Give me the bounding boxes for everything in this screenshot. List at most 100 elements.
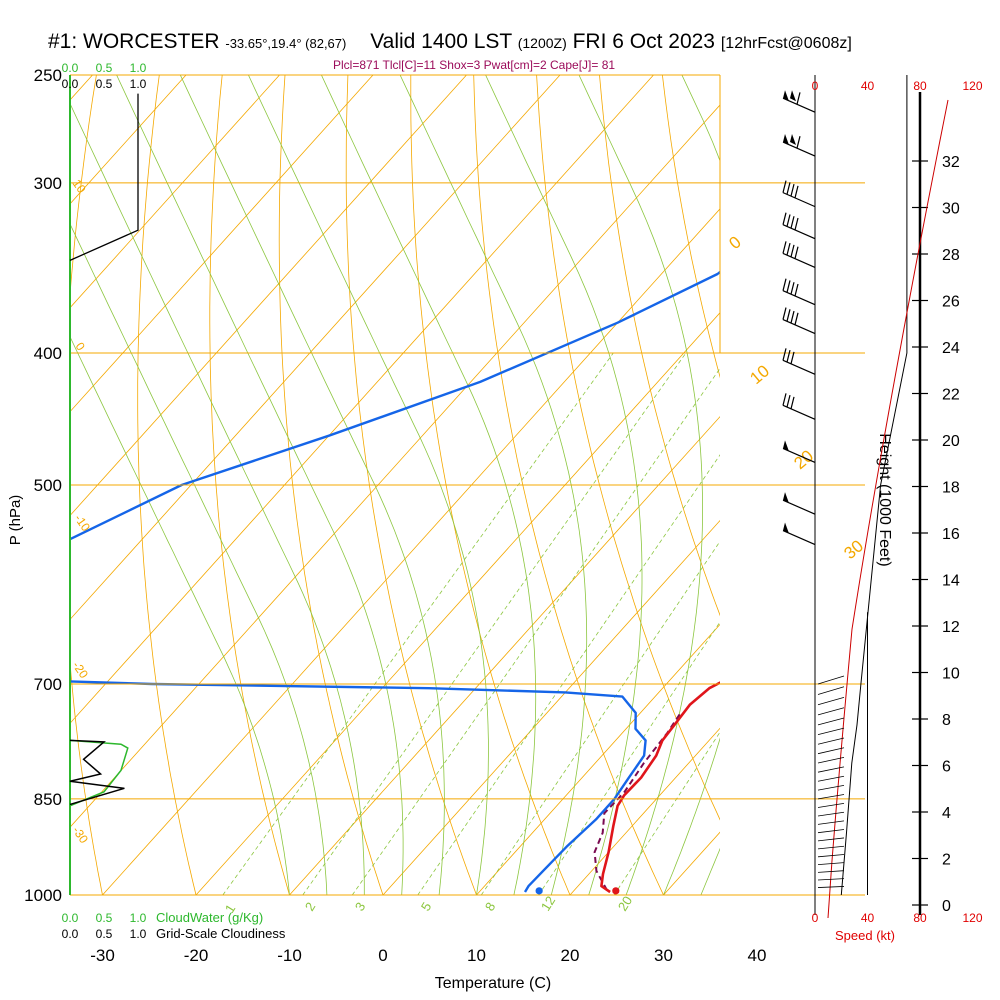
moist-adiabat-line [321, 75, 537, 895]
temperature-tick-label: 10 [467, 946, 486, 965]
dry-adiabat-line [410, 75, 571, 895]
dry-adiabat-line [345, 75, 477, 895]
wind-speed-tick-bottom: 40 [861, 911, 875, 925]
height-tick-label: 4 [942, 805, 951, 822]
isotherm-line [70, 75, 280, 309]
cloud-water-profile [69, 739, 129, 807]
moist-adiabat-line [116, 75, 404, 895]
cloudiness-tick-bottom: 0.0 [62, 927, 79, 941]
wind-barb-low [817, 811, 845, 817]
wind-barb-low [817, 737, 845, 745]
wind-barb-shaft [782, 290, 816, 306]
mixing-ratio-line [222, 352, 614, 895]
wind-barb-low [817, 686, 845, 695]
pressure-tick-label: 250 [34, 66, 62, 85]
moist-adiabat-line [485, 75, 643, 895]
forecast-info: [12hrFcst@0608z] [720, 35, 852, 52]
isotherm-line [382, 519, 720, 895]
mixing-ratio-line [302, 352, 687, 895]
isotherm-line [851, 75, 1000, 895]
mixing-ratio-label: 5 [418, 900, 435, 914]
temperature-tick-label: -10 [277, 946, 302, 965]
wind-barb-feather [790, 351, 795, 365]
isotherm-line [70, 75, 374, 413]
dry-adiabat-line [278, 75, 384, 895]
wind-barb-flag [790, 90, 796, 102]
temperature-tick-label: 40 [748, 946, 767, 965]
wind-barb-shaft [782, 192, 816, 208]
cloud-water-tick-top: 0.0 [62, 61, 79, 75]
dry-adiabat-line [473, 75, 664, 895]
wind-barb-low [817, 727, 845, 735]
temperature-tick-label: 20 [561, 946, 580, 965]
isotherm-line [476, 623, 720, 895]
dry-adiabat-label: 10 [746, 361, 773, 388]
wind-barb [782, 440, 816, 463]
cloud-water-tick-top: 0.5 [96, 61, 113, 75]
moist-adiabat-label: 0 [73, 340, 88, 354]
wind-barb [782, 522, 816, 546]
temperature-tick-label: -30 [90, 946, 115, 965]
wind-barb [782, 212, 816, 240]
wind-barb-low [817, 775, 845, 782]
cloudiness-lower-profile [69, 739, 125, 806]
temperature-trace [600, 681, 720, 894]
wind-barb [782, 180, 816, 208]
mixing-ratio-line [613, 731, 720, 895]
temperature-tick-label: 0 [378, 946, 387, 965]
wind-barb-feather [790, 244, 795, 258]
height-tick-label: 6 [942, 759, 951, 776]
pressure-tick-label: 700 [34, 675, 62, 694]
dry-adiabat-label: 0 [725, 232, 744, 253]
height-axis-title: Height (1000 Feet) [876, 433, 893, 566]
height-tick-label: 22 [942, 387, 960, 404]
pressure-tick-label: 850 [34, 790, 62, 809]
dry-adiabat-line [536, 75, 720, 821]
wind-barb-feather [782, 348, 787, 361]
surface-dewpoint-marker [535, 887, 543, 895]
wind-barb-low [817, 757, 845, 764]
wind-barb-low [817, 696, 845, 706]
dry-adiabat-line [662, 75, 720, 379]
station-name: #1: WORCESTER [48, 30, 220, 53]
cloudiness-axis-label: Grid-Scale Cloudiness [156, 926, 286, 941]
wind-speed-tick-bottom: 120 [962, 911, 982, 925]
wind-barb-shaft [782, 359, 816, 375]
wind-barb-feather [790, 216, 795, 229]
wind-barb-flag [790, 134, 796, 146]
wind-barb-feather [790, 310, 795, 324]
wind-barb [782, 90, 816, 113]
wind-barb-low [817, 675, 845, 685]
height-tick-label: 30 [942, 201, 960, 218]
height-tick-label: 12 [942, 619, 960, 636]
wind-barb-shaft [782, 404, 816, 420]
wind-barb-low [817, 766, 845, 773]
wind-barb-shaft [782, 224, 816, 240]
wind-barb-flag [783, 440, 789, 452]
stability-indices: Plcl=871 Tlcl[C]=11 Shox=3 Pwat[cm]=2 Ca… [333, 58, 616, 72]
moist-adiabat-line [179, 75, 445, 895]
moist-adiabat-label: 10 [70, 177, 89, 196]
wind-barb-feather [782, 212, 787, 225]
mixing-ratio-label: 2 [302, 900, 319, 914]
wind-barb-low [817, 707, 845, 716]
mixing-ratio-label: 3 [352, 900, 369, 914]
cloud-water-tick-top: 1.0 [130, 61, 147, 75]
pressure-tick-label: 300 [34, 174, 62, 193]
wind-barb-feather [786, 349, 791, 363]
wind-barb-feather [796, 136, 801, 149]
wind-barb-feather [794, 283, 799, 297]
temperature-tick-label: -20 [184, 946, 209, 965]
wind-barb-feather [782, 241, 787, 254]
moist-adiabat-label: -20 [70, 659, 92, 682]
height-tick-label: 10 [942, 666, 960, 683]
height-tick-label: 26 [942, 294, 960, 311]
height-tick-label: 18 [942, 480, 960, 497]
wind-barb-low [817, 862, 845, 866]
valid-time-utc: (1200Z) [517, 35, 567, 51]
dry-adiabat-line [70, 75, 103, 895]
cloud-water-tick-bottom: 0.0 [62, 911, 79, 925]
wind-barb [782, 492, 816, 515]
wind-barb-feather [794, 185, 799, 199]
